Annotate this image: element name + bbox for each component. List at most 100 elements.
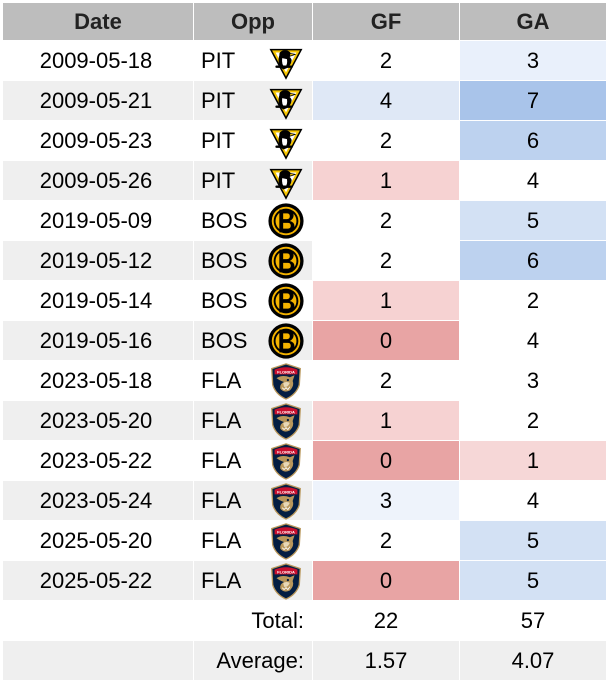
penguins-logo-icon: [267, 122, 305, 160]
header-opp: Opp: [194, 3, 312, 40]
row-gf: 0: [313, 441, 459, 480]
opp-abbr: BOS: [201, 207, 248, 233]
row-gf: 1: [313, 161, 459, 200]
row-opp: FLA FLORIDA: [194, 401, 312, 440]
opp-abbr: PIT: [201, 87, 236, 113]
header-ga: GA: [460, 3, 606, 40]
svg-text:FLORIDA: FLORIDA: [277, 449, 295, 454]
panthers-logo-icon: FLORIDA: [267, 562, 305, 600]
average-ga: 4.07: [460, 641, 606, 680]
panthers-logo-icon: FLORIDA: [267, 442, 305, 480]
row-gf: 2: [313, 241, 459, 280]
average-blank: [3, 641, 193, 680]
row-date: 2019-05-09: [3, 201, 193, 240]
row-opp: FLA FLORIDA: [194, 441, 312, 480]
opp-abbr: FLA: [201, 487, 242, 513]
row-ga: 5: [460, 201, 606, 240]
opp-abbr: FLA: [201, 367, 242, 393]
opp-abbr: FLA: [201, 567, 242, 593]
row-date: 2023-05-20: [3, 401, 193, 440]
row-date: 2023-05-22: [3, 441, 193, 480]
opp-abbr: FLA: [201, 447, 242, 473]
opp-abbr: PIT: [201, 127, 236, 153]
row-date: 2025-05-22: [3, 561, 193, 600]
row-date: 2019-05-16: [3, 321, 193, 360]
row-date: 2023-05-18: [3, 361, 193, 400]
row-opp: FLA FLORIDA: [194, 521, 312, 560]
panthers-logo-icon: FLORIDA: [267, 402, 305, 440]
row-opp: BOS: [194, 201, 312, 240]
opp-abbr: FLA: [201, 407, 242, 433]
penguins-logo-icon: [267, 82, 305, 120]
svg-text:FLORIDA: FLORIDA: [277, 529, 295, 534]
row-date: 2025-05-20: [3, 521, 193, 560]
total-ga: 57: [460, 601, 606, 640]
row-opp: BOS: [194, 321, 312, 360]
opp-abbr: BOS: [201, 327, 248, 353]
row-gf: 4: [313, 81, 459, 120]
average-gf: 1.57: [313, 641, 459, 680]
row-ga: 4: [460, 321, 606, 360]
row-gf: 2: [313, 201, 459, 240]
row-date: 2009-05-23: [3, 121, 193, 160]
row-date: 2009-05-21: [3, 81, 193, 120]
header-gf: GF: [313, 3, 459, 40]
svg-text:FLORIDA: FLORIDA: [277, 569, 295, 574]
opp-abbr: PIT: [201, 47, 236, 73]
total-label: Total:: [194, 601, 312, 640]
row-date: 2009-05-26: [3, 161, 193, 200]
svg-text:FLORIDA: FLORIDA: [277, 369, 295, 374]
average-label: Average:: [194, 641, 312, 680]
penguins-logo-icon: [267, 42, 305, 80]
row-date: 2019-05-12: [3, 241, 193, 280]
row-date: 2023-05-24: [3, 481, 193, 520]
row-opp: FLA FLORIDA: [194, 561, 312, 600]
opp-abbr: BOS: [201, 287, 248, 313]
opp-abbr: FLA: [201, 527, 242, 553]
bruins-logo-icon: [267, 322, 305, 360]
row-ga: 1: [460, 441, 606, 480]
bruins-logo-icon: [267, 202, 305, 240]
row-gf: 3: [313, 481, 459, 520]
row-ga: 4: [460, 481, 606, 520]
svg-text:FLORIDA: FLORIDA: [277, 489, 295, 494]
row-ga: 3: [460, 41, 606, 80]
row-gf: 2: [313, 361, 459, 400]
row-ga: 6: [460, 241, 606, 280]
row-ga: 2: [460, 401, 606, 440]
svg-text:FLORIDA: FLORIDA: [277, 409, 295, 414]
row-ga: 4: [460, 161, 606, 200]
opp-abbr: PIT: [201, 167, 236, 193]
row-opp: BOS: [194, 281, 312, 320]
row-gf: 2: [313, 41, 459, 80]
opp-abbr: BOS: [201, 247, 248, 273]
row-ga: 2: [460, 281, 606, 320]
row-gf: 2: [313, 521, 459, 560]
row-gf: 0: [313, 321, 459, 360]
header-date: Date: [3, 3, 193, 40]
row-gf: 1: [313, 281, 459, 320]
row-date: 2019-05-14: [3, 281, 193, 320]
bruins-logo-icon: [267, 242, 305, 280]
row-opp: PIT: [194, 81, 312, 120]
penguins-logo-icon: [267, 162, 305, 200]
row-ga: 5: [460, 561, 606, 600]
row-gf: 1: [313, 401, 459, 440]
row-opp: PIT: [194, 161, 312, 200]
row-opp: FLA FLORIDA: [194, 361, 312, 400]
panthers-logo-icon: FLORIDA: [267, 362, 305, 400]
row-ga: 3: [460, 361, 606, 400]
row-ga: 6: [460, 121, 606, 160]
total-blank: [3, 601, 193, 640]
row-gf: 0: [313, 561, 459, 600]
bruins-logo-icon: [267, 282, 305, 320]
row-opp: PIT: [194, 121, 312, 160]
row-date: 2009-05-18: [3, 41, 193, 80]
panthers-logo-icon: FLORIDA: [267, 482, 305, 520]
row-ga: 5: [460, 521, 606, 560]
row-opp: PIT: [194, 41, 312, 80]
panthers-logo-icon: FLORIDA: [267, 522, 305, 560]
row-opp: FLA FLORIDA: [194, 481, 312, 520]
total-gf: 22: [313, 601, 459, 640]
